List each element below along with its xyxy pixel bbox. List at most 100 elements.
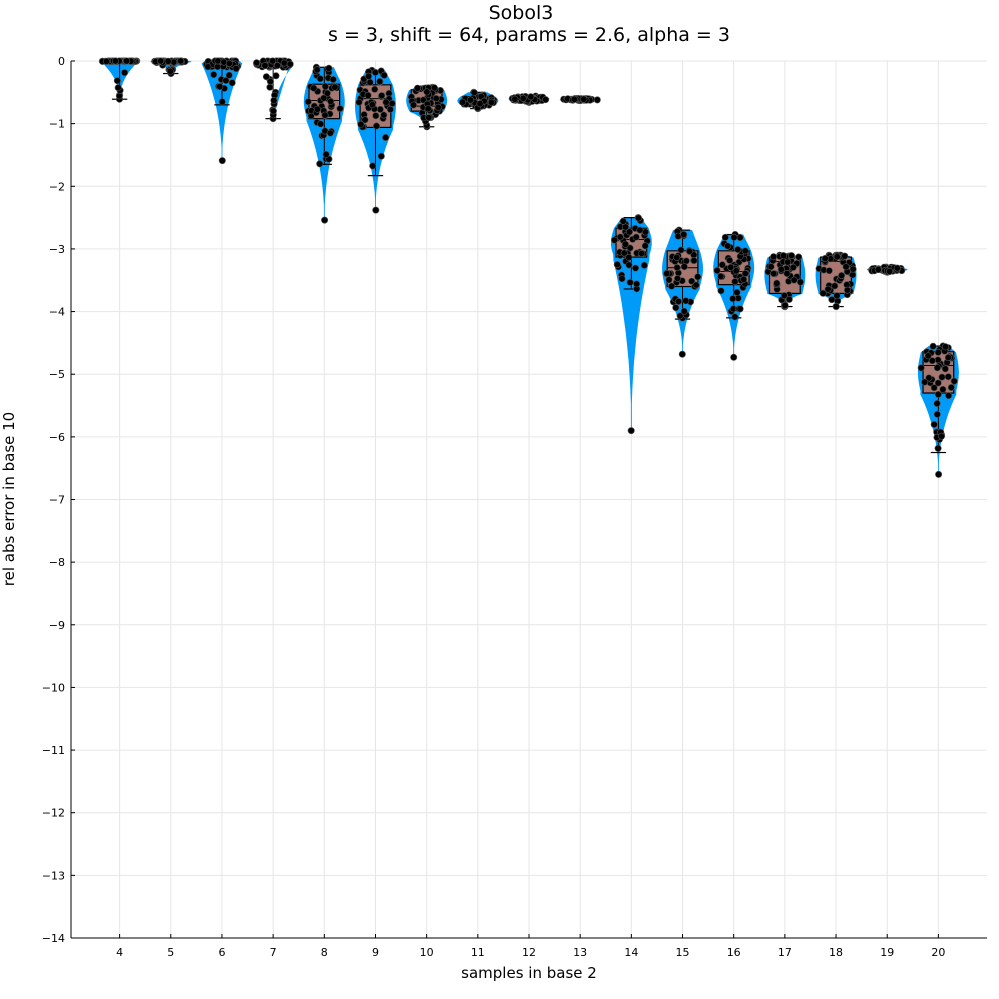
data-point	[316, 75, 324, 83]
data-point	[937, 432, 945, 440]
data-point	[626, 244, 634, 252]
y-tick-label: −7	[49, 494, 65, 507]
data-point	[326, 129, 334, 137]
data-point	[640, 261, 648, 269]
data-point	[934, 356, 942, 364]
data-point	[261, 62, 269, 70]
data-point	[327, 97, 335, 105]
data-point	[930, 384, 938, 392]
data-point	[713, 266, 721, 274]
data-point	[365, 72, 373, 80]
axes: 0 −1 −2 −3 −4 −5 −6 −7 −8 −9 −10 −11 −12 −13 −14 4 5 6 7 8 9…	[42, 55, 987, 959]
data-point	[930, 420, 938, 428]
data-point	[740, 275, 748, 283]
data-point	[166, 67, 174, 75]
data-point	[690, 257, 698, 265]
data-point	[674, 297, 682, 305]
data-point	[214, 57, 222, 65]
data-point	[682, 297, 690, 305]
data-point	[368, 101, 376, 109]
data-point	[832, 302, 840, 310]
data-point	[357, 120, 365, 128]
data-point	[458, 98, 466, 106]
data-point	[280, 59, 288, 67]
data-point	[933, 399, 941, 407]
data-point	[680, 231, 688, 239]
data-point	[780, 252, 788, 260]
data-point	[272, 72, 280, 80]
data-point	[780, 292, 788, 300]
data-point	[313, 66, 321, 74]
data-point	[665, 276, 673, 284]
data-point	[321, 216, 329, 224]
data-point	[270, 96, 278, 104]
x-tick-label: 17	[778, 946, 792, 959]
data-point	[731, 278, 739, 286]
data-point	[466, 96, 474, 104]
data-point	[938, 373, 946, 381]
x-tick-label: 12	[522, 946, 536, 959]
data-point	[939, 385, 947, 393]
data-point	[382, 98, 390, 106]
data-point	[925, 374, 933, 382]
data-point	[323, 89, 331, 97]
data-point	[113, 77, 121, 85]
data-point	[795, 253, 803, 261]
data-point	[228, 79, 236, 87]
data-point	[371, 85, 379, 93]
data-point	[677, 246, 685, 254]
data-point	[620, 249, 628, 257]
data-point	[570, 95, 578, 103]
data-point	[331, 83, 339, 91]
data-point	[796, 278, 804, 286]
data-point	[102, 57, 110, 65]
data-point	[680, 307, 688, 315]
data-point	[787, 252, 795, 260]
data-point	[935, 470, 943, 478]
data-point	[376, 78, 384, 86]
data-point	[366, 78, 374, 86]
data-point	[413, 84, 421, 92]
data-point	[376, 105, 384, 113]
data-point	[487, 98, 495, 106]
x-tick-label: 5	[167, 946, 174, 959]
data-point	[833, 292, 841, 300]
data-point	[364, 91, 372, 99]
data-point	[511, 95, 519, 103]
y-tick-label: −14	[42, 932, 65, 945]
data-point	[121, 69, 129, 77]
data-point	[718, 261, 726, 269]
x-tick-label: 15	[676, 946, 690, 959]
data-point	[430, 84, 438, 92]
data-point	[842, 263, 850, 271]
data-point	[380, 71, 388, 79]
data-point	[944, 354, 952, 362]
data-point	[625, 228, 633, 236]
data-point	[310, 84, 318, 92]
data-point	[724, 242, 732, 250]
data-point	[944, 373, 952, 381]
data-point	[321, 82, 329, 90]
x-tick-label: 16	[727, 946, 741, 959]
data-point	[382, 134, 390, 142]
data-point	[253, 59, 261, 67]
data-point	[519, 94, 527, 102]
data-point	[378, 92, 386, 100]
data-point	[424, 105, 432, 113]
data-point	[580, 95, 588, 103]
data-point	[269, 107, 277, 115]
data-point	[262, 73, 270, 81]
data-point	[733, 288, 741, 296]
data-point	[372, 122, 380, 130]
data-point	[893, 264, 901, 272]
x-tick-label: 9	[372, 946, 379, 959]
data-point	[425, 114, 433, 122]
x-tick-label: 8	[321, 946, 328, 959]
y-tick-label: −9	[49, 619, 65, 632]
data-point	[673, 274, 681, 282]
data-point	[372, 112, 380, 120]
data-point	[732, 267, 740, 275]
data-point	[621, 240, 629, 248]
data-point	[616, 233, 624, 241]
